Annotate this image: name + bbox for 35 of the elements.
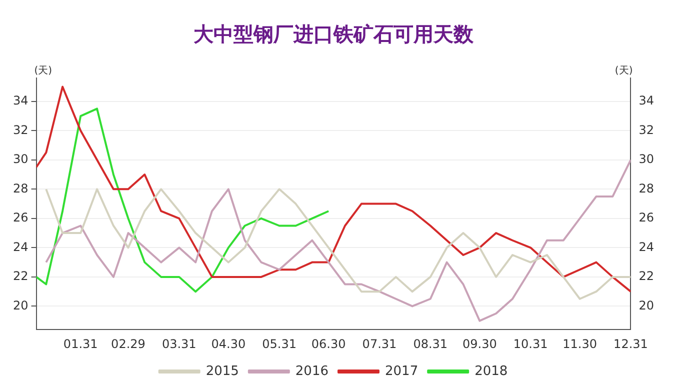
y-tick-label: 32 [12, 122, 28, 137]
y-tick-label: 28 [12, 181, 28, 196]
y-tick-label: 22 [12, 269, 28, 284]
x-tick-label: 03.31 [162, 336, 196, 351]
x-tick-label: 04.30 [211, 336, 246, 351]
y2-tick-label: 32 [638, 122, 654, 137]
x-tick-label: 09.30 [462, 336, 497, 351]
x-tick-label: 02.29 [111, 336, 146, 351]
y2-axis-title: (天) [614, 66, 633, 77]
x-tick-label: 11.30 [562, 336, 598, 351]
legend-label: 2017 [385, 364, 418, 379]
y-tick-label: 20 [12, 298, 28, 312]
y-tick-label: 34 [12, 94, 28, 108]
chart-title: 大中型钢厂进口铁矿石可用天数 [194, 22, 474, 46]
legend-label: 2016 [295, 364, 329, 379]
y-tick-label: 30 [12, 152, 28, 166]
x-tick-label: 07.31 [362, 336, 397, 351]
legend-label: 2015 [206, 364, 239, 379]
x-tick-label: 05.31 [262, 336, 296, 351]
y2-tick-label: 24 [638, 240, 654, 254]
x-tick-label: 10.31 [513, 336, 548, 351]
x-tick-label: 12.31 [614, 336, 648, 351]
y-tick-label: 26 [12, 210, 28, 225]
y2-tick-label: 34 [638, 94, 654, 108]
x-tick-label: 08.31 [413, 336, 448, 351]
legend-label: 2018 [474, 364, 508, 379]
y2-tick-label: 30 [638, 152, 654, 166]
y2-tick-label: 20 [638, 298, 654, 312]
y-axis-title: (天) [34, 66, 52, 77]
y-tick-label: 24 [12, 240, 28, 254]
x-tick-label: 06.30 [311, 336, 346, 351]
y2-tick-label: 26 [638, 210, 654, 225]
x-tick-label: 01.31 [63, 336, 98, 351]
y2-tick-label: 28 [638, 181, 654, 196]
y2-tick-label: 22 [638, 269, 654, 284]
